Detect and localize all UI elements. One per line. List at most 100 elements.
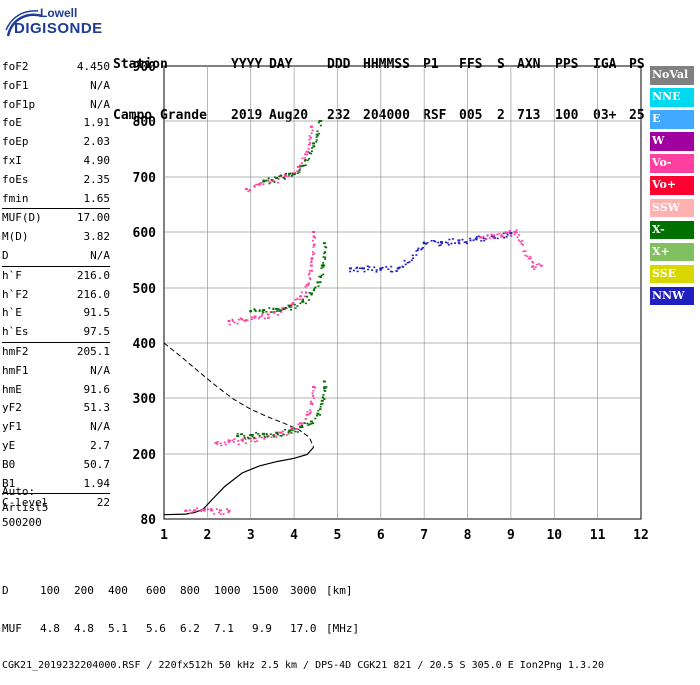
echo-point (349, 270, 352, 273)
x-tick-label: 4 (290, 528, 298, 543)
echo-vertex (318, 120, 322, 122)
param-name: fxI (2, 153, 22, 167)
polarization-legend: NoVal NNE E W Vo- Vo+ SSW X- X+ SSE NNW (650, 66, 694, 309)
echo-point (310, 152, 313, 155)
echo-point (219, 442, 222, 445)
footer-value: 7.1 (214, 621, 234, 635)
echo-point (500, 236, 503, 238)
echo-point (273, 181, 276, 183)
echo-point (296, 297, 299, 300)
echo-point (508, 229, 511, 232)
header-labels-row: Station YYYY DAY DDD HHMMSS P1 FFS S AXN… (113, 56, 653, 73)
echo-point (492, 237, 495, 239)
footer-value: 1500 (252, 584, 279, 597)
echo-point (412, 257, 415, 259)
y-tick-label: 600 (133, 226, 157, 241)
echo-point (308, 277, 311, 279)
echo-point (314, 386, 317, 389)
echo-point (477, 235, 480, 238)
echo-point (532, 262, 535, 264)
echo-point (316, 134, 319, 137)
echo-vertex (316, 281, 320, 284)
footer-value: 6.2 (180, 621, 200, 635)
echo-point (274, 311, 277, 313)
echo-point (219, 513, 222, 515)
echo-vertex (262, 432, 266, 435)
echo-point (189, 512, 192, 514)
echo-point (270, 311, 273, 313)
echo-point (207, 508, 209, 511)
echo-point (284, 178, 286, 180)
echo-point (363, 270, 366, 273)
y-tick-label: 700 (133, 171, 157, 186)
echo-point (308, 139, 311, 141)
echo-point (306, 153, 308, 156)
header-table: Station YYYY DAY DDD HHMMSS P1 FFS S AXN… (113, 22, 653, 141)
echo-vertex (505, 232, 509, 235)
echo-point (325, 386, 328, 388)
echo-point (323, 387, 326, 390)
legend-item-nnw: NNW (650, 286, 694, 306)
echo-point (389, 270, 392, 273)
echo-vertex (288, 172, 292, 175)
param-row: yF2 51.3 (2, 399, 110, 418)
echo-vertex (316, 412, 320, 415)
param-value: 51.3 (83, 401, 111, 415)
echo-point (241, 440, 244, 442)
header-value: 2019 (231, 108, 263, 123)
header-label: AXN (517, 57, 541, 72)
param-row: foF1p N/A (2, 96, 110, 115)
echo-point (319, 276, 322, 279)
echo-vertex (288, 429, 292, 432)
echo-vertex (440, 241, 443, 244)
echo-point (232, 441, 235, 443)
echo-point (246, 319, 249, 321)
echo-point (250, 316, 253, 318)
y-tick-label: 200 (133, 448, 157, 463)
echo-point (375, 269, 378, 271)
echo-point (457, 241, 460, 244)
echo-point (278, 310, 281, 312)
header-value: 232 (327, 108, 351, 123)
echo-point (439, 244, 442, 246)
echo-point (524, 254, 527, 257)
echo-point (253, 440, 256, 443)
echo-vertex (309, 264, 313, 267)
echo-point (299, 302, 302, 305)
echo-trace (244, 125, 314, 193)
echo-point (296, 431, 299, 433)
echo-vertex (492, 234, 496, 237)
echo-vertex (227, 440, 231, 443)
echo-point (298, 171, 301, 173)
echo-point (264, 317, 266, 320)
echo-vertex (218, 509, 222, 512)
echo-point (312, 389, 315, 392)
header-label: YYYY (231, 57, 263, 72)
echo-point (253, 317, 256, 319)
profile-curve-solid (163, 446, 315, 516)
y-tick-label: 900 (133, 60, 157, 75)
param-name: D (2, 248, 9, 262)
echo-point (371, 269, 374, 271)
echo-point (265, 433, 268, 435)
legend-item-x-: X- (650, 220, 694, 240)
echo-point (475, 236, 478, 238)
echo-point (319, 281, 322, 284)
x-tick-label: 2 (203, 528, 211, 543)
echo-point (285, 434, 288, 436)
echo-vertex (309, 292, 313, 295)
echo-point (262, 179, 265, 182)
echo-point (243, 320, 246, 322)
echo-point (237, 443, 240, 446)
echo-point (261, 310, 264, 313)
echo-point (257, 317, 260, 320)
echo-point (270, 436, 273, 439)
header-label: IGA (593, 57, 617, 72)
echo-trace (236, 380, 328, 440)
echo-vertex (257, 183, 261, 186)
header-label: PPS (555, 57, 579, 72)
echo-point (239, 317, 242, 320)
echo-point (309, 142, 312, 144)
param-row: foF2 4.450 (2, 58, 110, 77)
footer-value: 1000 (214, 584, 241, 597)
